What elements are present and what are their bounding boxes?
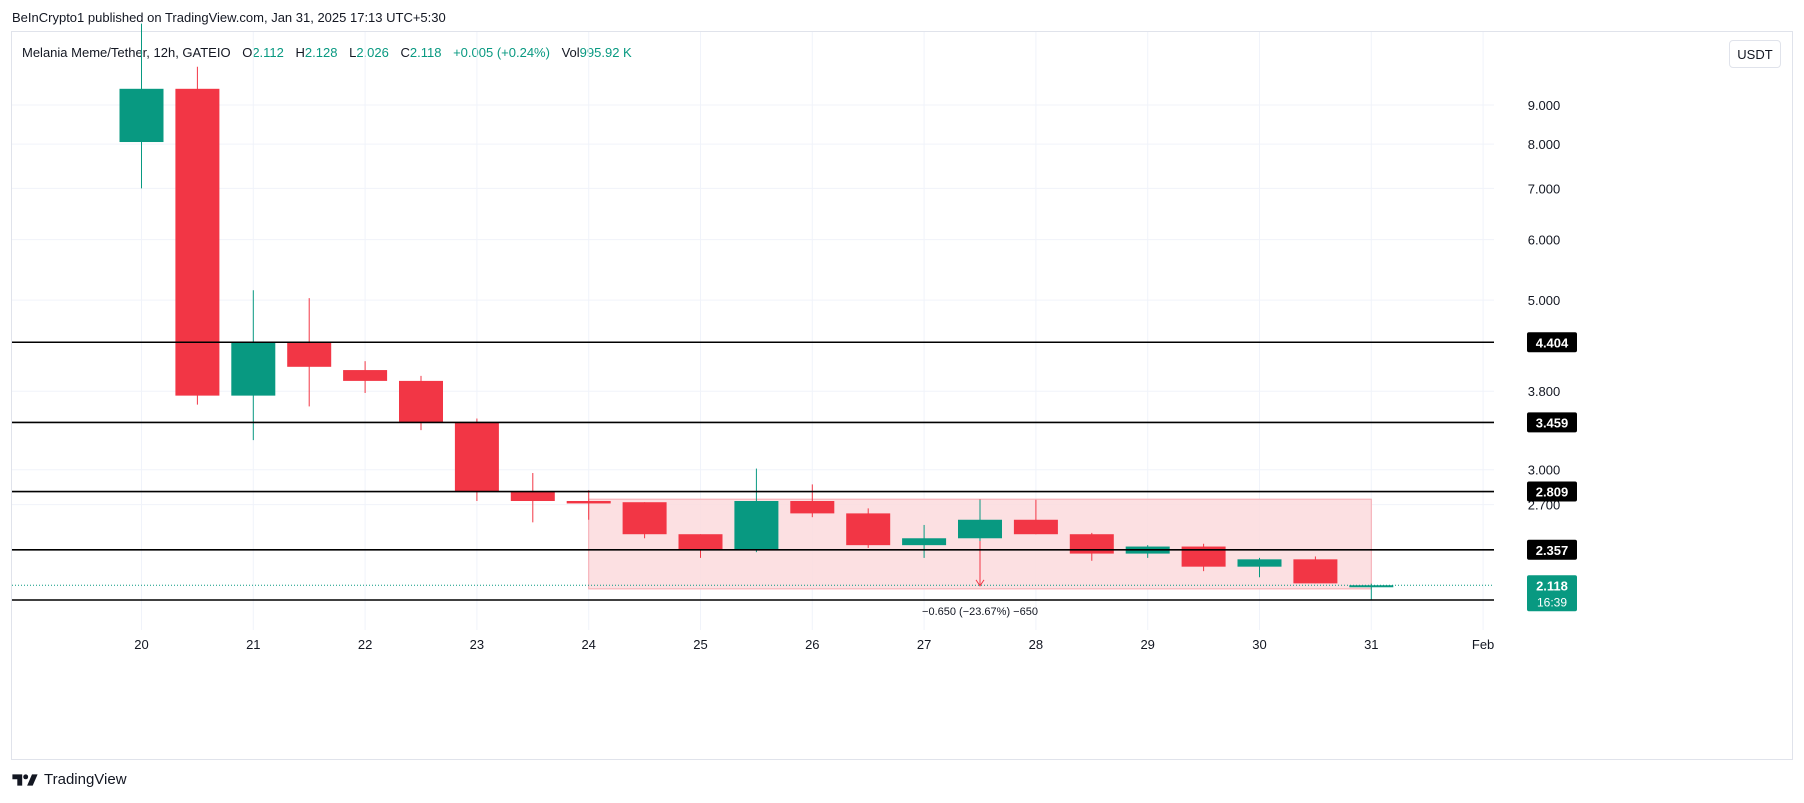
low-label: L [349, 45, 357, 60]
x-axis-tick-label: 28 [1029, 637, 1043, 652]
y-axis-tick-label: 7.000 [1528, 181, 1561, 196]
level-price-tag [1527, 481, 1577, 502]
y-axis-tick-label: 3.000 [1528, 463, 1561, 478]
level-price-label: 2.809 [1536, 485, 1569, 500]
bar-countdown-label: 16:39 [1537, 595, 1567, 609]
level-price-tag [1527, 412, 1577, 433]
level-price-label: 4.404 [1536, 335, 1569, 350]
close-label: C [400, 45, 410, 60]
candle-body[interactable] [287, 342, 332, 367]
footer-branding: TradingView [12, 771, 127, 788]
candle-body[interactable] [510, 491, 555, 501]
candle-body[interactable] [175, 88, 220, 396]
open-value: 2.112 [252, 45, 284, 60]
candle-body[interactable] [566, 500, 611, 504]
chart-frame [11, 31, 1793, 760]
x-axis-tick-label: 29 [1140, 637, 1154, 652]
candle-body[interactable] [343, 370, 388, 381]
candle-body[interactable] [846, 513, 891, 546]
candle-body[interactable] [119, 88, 164, 143]
candle-body[interactable] [622, 502, 667, 535]
symbol-title[interactable]: Melania Meme/Tether, 12h, GATEIO [22, 45, 231, 60]
y-axis-tick-label: 9.000 [1528, 98, 1561, 113]
candle-body[interactable] [454, 422, 499, 492]
volume-label: Vol [561, 45, 580, 60]
x-axis-tick-label: 27 [917, 637, 931, 652]
level-price-label: 2.357 [1536, 543, 1569, 558]
candle-body[interactable] [231, 342, 276, 396]
range-measure-label: −0.650 (−23.67%) −650 [922, 606, 1038, 618]
candle-body[interactable] [1013, 519, 1058, 535]
x-axis-tick-label: 26 [805, 637, 819, 652]
level-price-tag [1527, 539, 1577, 560]
x-axis-tick-label: 31 [1364, 637, 1378, 652]
close-value: 2.118 [409, 45, 442, 60]
volume-value: 995.92 K [579, 45, 632, 60]
candle-body[interactable] [1293, 559, 1338, 584]
tradingview-brand[interactable]: TradingView [44, 771, 127, 788]
candle-body[interactable] [1069, 534, 1114, 554]
last-price-label: 2.118 [1536, 578, 1568, 593]
x-axis-tick-label: 23 [470, 637, 484, 652]
candle-body[interactable] [958, 519, 1002, 539]
y-axis-tick-label: 8.000 [1528, 137, 1561, 152]
last-price-tag [1527, 575, 1577, 612]
level-price-label: 3.459 [1536, 415, 1569, 430]
tradingview-logo-icon [12, 773, 38, 786]
published-by-text: BeInCrypto1 published on TradingView.com… [12, 10, 446, 25]
candle-body[interactable] [399, 380, 443, 423]
y-axis-tick-label: 5.000 [1528, 293, 1561, 308]
currency-button[interactable]: USDT [1729, 40, 1781, 68]
y-axis-tick-label: 6.000 [1528, 233, 1561, 248]
candle-body[interactable] [734, 500, 779, 550]
candle-body[interactable] [678, 534, 723, 550]
x-axis-tick-label: 22 [358, 637, 372, 652]
x-axis-tick-label: 24 [581, 637, 595, 652]
x-axis-tick-label: 21 [246, 637, 260, 652]
low-value: 2.026 [356, 45, 389, 60]
candle-body[interactable] [790, 500, 835, 514]
high-label: H [295, 45, 305, 60]
x-axis-tick-label: Feb [1472, 637, 1494, 652]
open-label: O [242, 45, 253, 60]
high-value: 2.128 [304, 45, 338, 60]
x-axis-tick-label: 20 [134, 637, 148, 652]
level-price-tag [1527, 332, 1577, 353]
candle-body[interactable] [1181, 546, 1226, 567]
y-axis-tick-label: 3.800 [1528, 384, 1561, 399]
candle-body[interactable] [1349, 585, 1394, 588]
range-arrow-head-icon [975, 579, 985, 587]
x-axis-tick-label: 30 [1252, 637, 1266, 652]
candle-body[interactable] [902, 538, 947, 546]
candle-body[interactable] [1237, 559, 1282, 567]
x-axis-tick-label: 25 [693, 637, 707, 652]
